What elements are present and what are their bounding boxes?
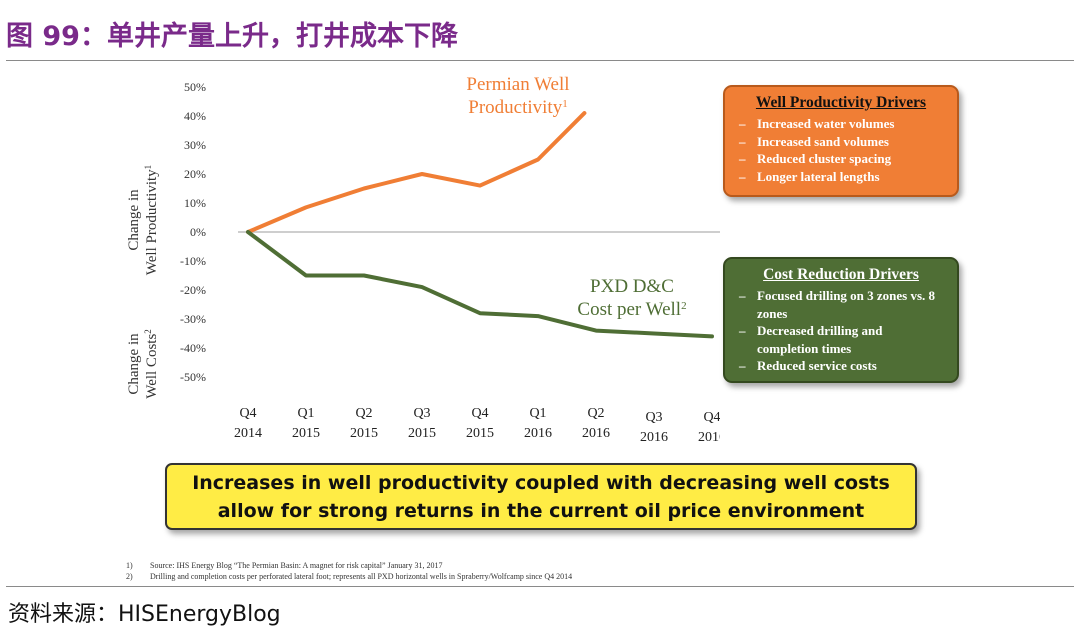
series-label-line: PXD D&C — [590, 276, 674, 297]
x-tick-label: Q1 — [297, 406, 314, 421]
x-tick-label: 2016 — [582, 426, 610, 441]
x-tick-label: Q4 — [703, 410, 720, 425]
series-label-line: Permian Well — [466, 74, 569, 95]
x-tick-label: 2016 — [698, 430, 720, 445]
cost-driver-item: Focused drilling on 3 zones vs. 8 zones — [739, 287, 947, 322]
productivity-driver-item: Increased water volumes — [739, 115, 947, 133]
y-axis-title-sup: 2 — [143, 329, 153, 334]
y-tick-label: -50% — [180, 370, 206, 384]
figure-title: 图 99：单井产量上升，打井成本下降 — [6, 21, 458, 52]
productivity-driver-item: Longer lateral lengths — [739, 168, 947, 186]
x-tick-label: 2016 — [524, 426, 552, 441]
footnote-2: 2) Drilling and completion costs per perf… — [126, 571, 572, 582]
series-label-line: Productivity1 — [468, 97, 567, 118]
x-tick-label: Q1 — [529, 406, 546, 421]
y-axis-title-top: Change in Well Productivity1 — [126, 165, 160, 275]
y-axis: 50% 40% 30% 20% 10% 0% -10% -20% -30% -40% -50% Cha… — [126, 80, 206, 399]
y-tick-label: 20% — [184, 167, 206, 181]
y-tick-label: 10% — [184, 196, 206, 210]
footnotes: 1) Source: IHS Energy Blog “The Permian B… — [126, 560, 572, 582]
footnote-1: 1) Source: IHS Energy Blog “The Permian B… — [126, 560, 572, 571]
y-axis-title-bottom: Change in Well Costs2 — [126, 329, 160, 399]
y-axis-title-sup: 1 — [143, 165, 153, 170]
line-chart: 50% 40% 30% 20% 10% 0% -10% -20% -30% -40% -50% Cha… — [126, 74, 720, 445]
x-tick-label: 2015 — [466, 426, 494, 441]
footnote-number: 1) — [126, 561, 133, 570]
x-tick-label: 2014 — [234, 426, 262, 441]
y-tick-label: 30% — [184, 138, 206, 152]
y-axis-title-line: Well Productivity1 — [143, 165, 160, 275]
y-axis-title-line: Change in — [126, 333, 142, 395]
banner-line-2: allow for strong returns in the current … — [217, 499, 865, 522]
y-axis-title-line: Change in — [126, 189, 142, 251]
y-tick-label: 40% — [184, 109, 206, 123]
cost-driver-item: Decreased drilling and completion times — [739, 322, 947, 357]
x-tick-label: Q3 — [645, 410, 662, 425]
x-tick-label: 2016 — [640, 430, 668, 445]
productivity-drivers-title: Well Productivity Drivers — [755, 94, 927, 111]
footnote-number: 2) — [126, 572, 133, 581]
productivity-driver-item: Reduced cluster spacing — [739, 150, 947, 168]
x-tick-label: Q2 — [587, 406, 604, 421]
productivity-line — [246, 111, 587, 234]
x-tick-label: 2015 — [350, 426, 378, 441]
x-tick-label: Q4 — [239, 406, 256, 421]
banner-line-1: Increases in well productivity coupled w… — [192, 471, 890, 494]
y-tick-label: 0% — [190, 225, 206, 239]
y-tick-label: -30% — [180, 312, 206, 326]
series-label-line: Cost per Well2 — [577, 299, 686, 320]
x-tick-label: Q4 — [471, 406, 488, 421]
top-divider — [6, 60, 1074, 61]
x-tick-label: 2015 — [408, 426, 436, 441]
series-lines — [246, 111, 714, 339]
cost-reduction-drivers-box: Cost Reduction Drivers Focused drilling … — [723, 257, 959, 383]
y-axis-title-line: Well Costs2 — [143, 329, 160, 399]
x-tick-label: 2015 — [292, 426, 320, 441]
productivity-drivers-box: Well Productivity Drivers Increased wate… — [723, 85, 959, 197]
summary-banner: Increases in well productivity coupled w… — [165, 463, 917, 530]
y-tick-label: -40% — [180, 341, 206, 355]
x-tick-label: Q3 — [413, 406, 430, 421]
bottom-divider — [6, 586, 1074, 587]
series-label-sup: 2 — [681, 300, 687, 312]
y-tick-label: -20% — [180, 283, 206, 297]
source-label: 资料来源：HISEnergyBlog — [8, 602, 281, 627]
x-tick-label: Q2 — [355, 406, 372, 421]
y-tick-label: -10% — [180, 254, 206, 268]
cost-driver-item: Reduced service costs — [739, 357, 947, 375]
cost-drivers-title: Cost Reduction Drivers — [763, 266, 919, 283]
productivity-driver-item: Increased sand volumes — [739, 133, 947, 151]
y-tick-label: 50% — [184, 80, 206, 94]
x-axis: Q4 2014 Q1 2015 Q2 2015 Q3 2015 Q4 2015 Q1 2016 Q2 20… — [234, 231, 720, 445]
footnote-text: Drilling and completion costs per perfor… — [150, 572, 573, 581]
series-label-sup: 1 — [562, 98, 568, 110]
footnote-text: Source: IHS Energy Blog “The Permian Bas… — [150, 561, 443, 570]
